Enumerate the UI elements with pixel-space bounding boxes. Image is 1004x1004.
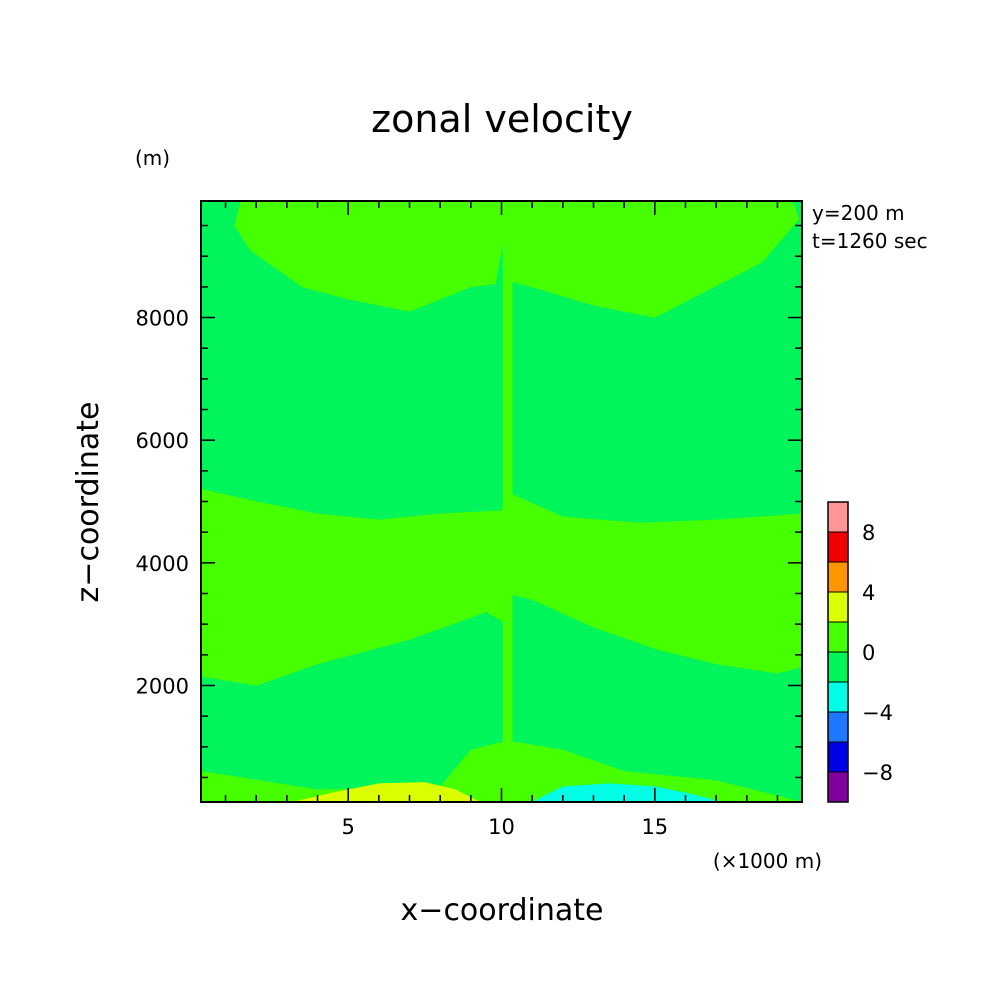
contour-region-3: [507, 491, 802, 674]
colorbar-tick-label: −8: [862, 761, 893, 785]
contour-region-1: [507, 201, 800, 318]
x-axis: 5 10 15: [224, 201, 779, 839]
annotation-t: t=1260 sec: [812, 229, 928, 253]
plot-background: [201, 201, 802, 802]
y-tick-label: 8000: [136, 307, 189, 331]
y-tick-label: 4000: [136, 552, 189, 576]
colorbar-swatch: [828, 562, 848, 592]
colorbar-tick-label: 4: [862, 581, 875, 605]
x-unit-label: (×1000 m): [713, 849, 822, 873]
colorbar-swatch: [828, 682, 848, 712]
annotation-y: y=200 m: [812, 201, 905, 225]
colorbar-swatch: [828, 592, 848, 622]
colorbar-swatch: [828, 652, 848, 682]
x-tick-label: 15: [641, 815, 668, 839]
contour-region-4: [201, 740, 508, 802]
contour-region-8: [532, 783, 723, 802]
colorbar-swatch: [828, 712, 848, 742]
colorbar-swatch: [828, 622, 848, 652]
x-tick-label: 10: [488, 815, 515, 839]
colorbar-frame: [827, 501, 849, 803]
plot-frame: [200, 200, 803, 803]
y-tick-label: 2000: [136, 674, 189, 698]
colorbar-swatch: [828, 772, 848, 802]
colorbar: −8 −4 0 4 8: [827, 501, 893, 803]
colorbar-tick-label: 8: [862, 521, 875, 545]
x-tick-label: 5: [341, 815, 354, 839]
colorbar-swatch: [828, 502, 848, 532]
y-tick-label: 6000: [136, 429, 189, 453]
colorbar-tick-label: −4: [862, 701, 893, 725]
colorbar-swatch: [828, 532, 848, 562]
contour-region-7: [292, 782, 481, 802]
plot-area: [201, 201, 802, 802]
colorbar-swatch: [828, 742, 848, 772]
chart-title: zonal velocity: [371, 97, 633, 141]
y-axis: 2000 4000 6000 8000: [136, 224, 802, 779]
y-unit-label: (m): [135, 146, 170, 170]
contour-region-6: [502, 201, 513, 802]
y-axis-label: z−coordinate: [71, 402, 106, 603]
colorbar-tick-label: 0: [862, 641, 875, 665]
x-axis-label: x−coordinate: [401, 893, 604, 928]
